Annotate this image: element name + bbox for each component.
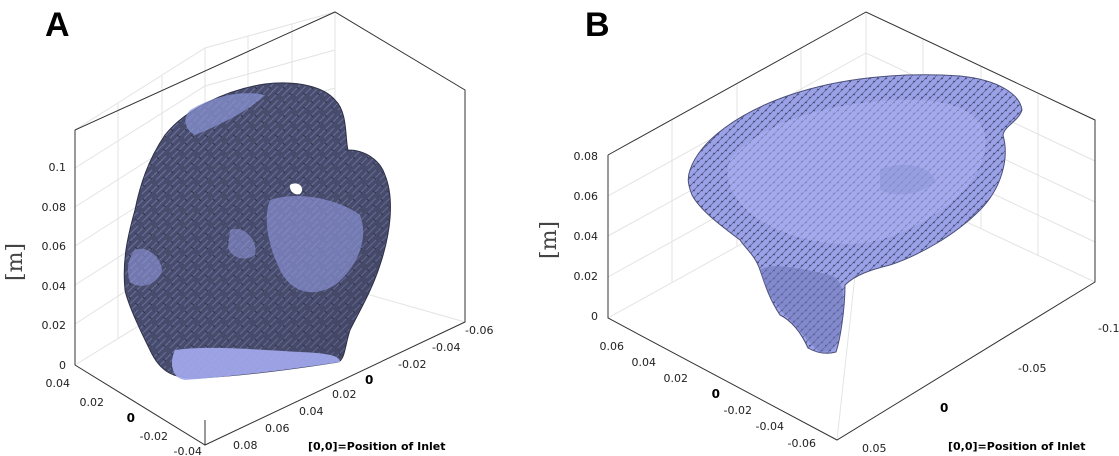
right-tick: 0.04 (299, 405, 324, 418)
right-tick: 0 (940, 401, 948, 415)
panel-a-surface (123, 82, 391, 380)
right-tick: 0.08 (233, 439, 258, 452)
z-tick: 0.02 (574, 270, 599, 283)
panel-a: A 0 (3, 6, 493, 456)
right-tick: 0.02 (332, 388, 357, 401)
left-tick: 0.04 (632, 356, 657, 369)
z-tick: 0 (591, 310, 598, 323)
right-tick: -0.06 (465, 324, 493, 337)
panel-a-left-axis: 0.04 0.02 0 -0.02 -0.04 (46, 377, 203, 456)
panel-b-note: [0,0]=Position of Inlet (948, 440, 1086, 453)
left-tick: 0 (127, 411, 135, 425)
right-tick: -0.1 (1098, 322, 1119, 335)
right-tick: -0.02 (398, 358, 426, 371)
left-tick: 0.04 (46, 377, 71, 390)
left-tick: 0.06 (600, 340, 625, 353)
panel-b-unit-label: [m] (537, 221, 562, 259)
panel-b-right-axis: 0.05 0 -0.05 -0.1 (862, 322, 1119, 455)
z-tick: 0 (59, 359, 66, 372)
right-tick: -0.04 (432, 341, 460, 354)
panel-a-label: A (45, 6, 70, 44)
z-tick: 0.08 (42, 201, 67, 214)
panel-a-z-axis: 0 0.02 0.04 0.06 0.08 0.1 [m] (3, 161, 66, 372)
z-tick: 0.04 (42, 280, 67, 293)
z-tick: 0.06 (42, 240, 67, 253)
left-tick: -0.04 (174, 445, 202, 456)
panel-a-unit-label: [m] (3, 243, 28, 281)
panel-b-z-axis: 0 0.02 0.04 0.06 0.08 [m] (537, 150, 598, 323)
z-tick: 0.04 (574, 230, 599, 243)
panel-a-note: [0,0]=Position of Inlet (308, 440, 446, 453)
z-tick: 0.02 (42, 319, 67, 332)
panel-b-left-axis: 0.06 0.04 0.02 0 -0.02 -0.04 -0.06 (600, 340, 817, 450)
left-tick: 0.02 (664, 372, 689, 385)
right-tick: 0 (365, 373, 373, 387)
panel-b-label: B (585, 6, 610, 44)
left-tick: -0.04 (756, 420, 784, 433)
z-tick: 0.08 (574, 150, 599, 163)
right-tick: -0.05 (1018, 362, 1046, 375)
left-tick: -0.02 (140, 430, 168, 443)
panel-b: B 0 0.02 0.04 0.06 0 (537, 6, 1119, 455)
left-tick: -0.02 (724, 404, 752, 417)
right-tick: 0.05 (862, 442, 887, 455)
panel-a-right-axis: 0.08 0.06 0.04 0.02 0 -0.02 -0.04 -0.06 (233, 324, 493, 452)
left-tick: -0.06 (788, 437, 816, 450)
z-tick: 0.06 (574, 190, 599, 203)
panel-a-axes-box (74, 11, 466, 446)
z-tick: 0.1 (49, 161, 67, 174)
panel-b-axes-box (607, 11, 1096, 441)
panel-b-surface (687, 74, 1023, 354)
left-tick: 0.02 (80, 396, 105, 409)
right-tick: 0.06 (265, 422, 290, 435)
left-tick: 0 (712, 387, 720, 401)
